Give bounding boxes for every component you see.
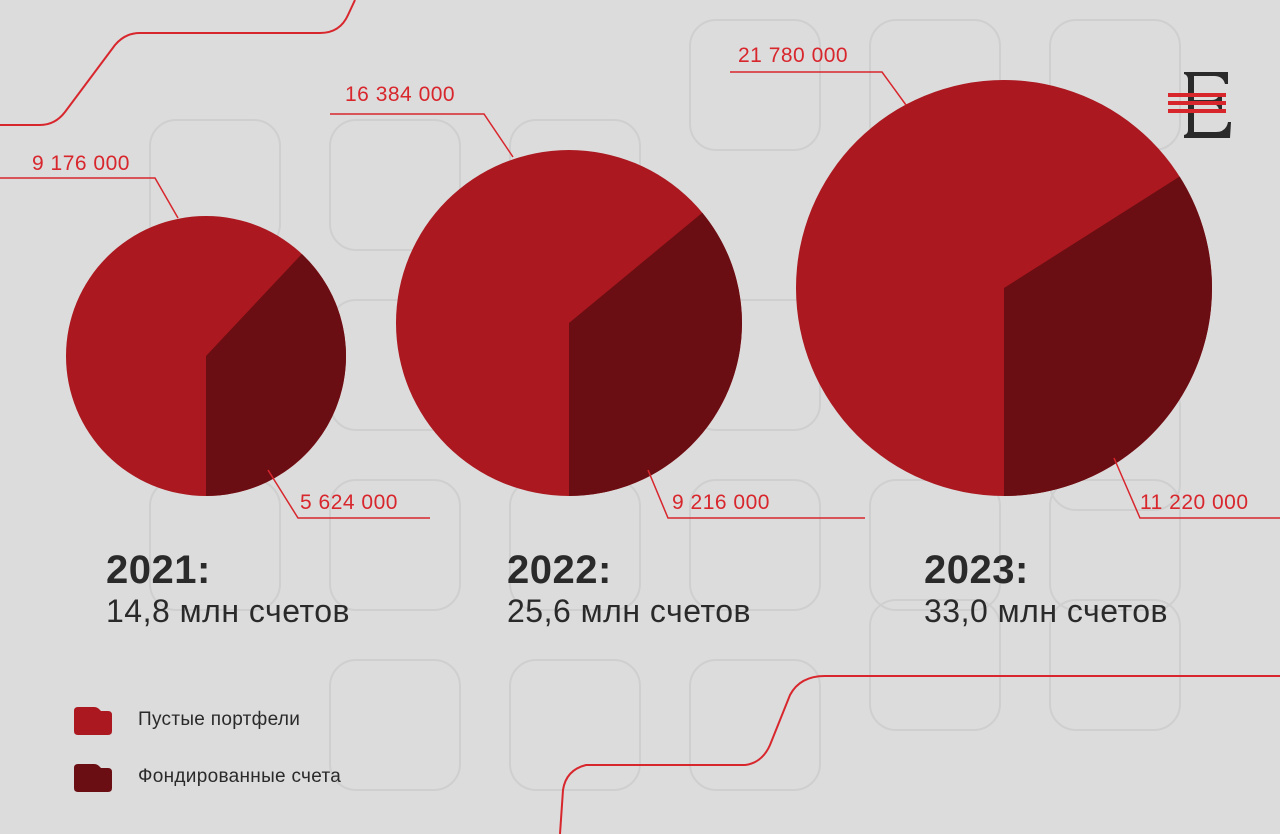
pattern-tile	[329, 659, 461, 791]
pie-slice-funded-2	[569, 212, 742, 496]
year-block-2021: 2021: 14,8 млн счетов	[106, 548, 350, 630]
legend-label-funded: Фондированные счета	[138, 766, 342, 787]
leader-line	[1113, 457, 1280, 519]
year-total: 33,0 млн счетов	[924, 593, 1169, 629]
pie-charts	[66, 80, 1212, 496]
leader-line	[0, 177, 179, 219]
pattern-tile	[1049, 599, 1181, 731]
leader-line	[330, 113, 514, 158]
pattern-tile	[329, 119, 461, 251]
legend-item-funded: Фондированные счета	[74, 759, 341, 795]
brand-logo-icon	[1168, 72, 1231, 138]
value-label: 11 220 000	[1140, 491, 1249, 514]
value-label: 21 780 000	[738, 44, 848, 67]
year-block-2022: 2022: 25,6 млн счетов	[507, 548, 751, 630]
leader-line	[267, 469, 430, 519]
legend-item-empty: Пустые портфели	[74, 702, 300, 738]
value-label: 5 624 000	[300, 491, 398, 514]
pattern-tile	[509, 659, 641, 791]
legend-swatch-funded	[74, 764, 112, 792]
legend-swatch-empty	[74, 707, 112, 735]
value-label: 9 216 000	[672, 491, 770, 514]
decor-line-bottom	[559, 675, 1280, 834]
pie-slice-funded-1	[206, 253, 346, 496]
year-label: 2023:	[924, 548, 1029, 592]
pattern-tile	[689, 19, 821, 151]
legend-label-empty: Пустые портфели	[138, 709, 301, 730]
year-label: 2021:	[106, 548, 211, 592]
leader-line	[647, 469, 865, 519]
value-labels: 9 176 000 5 624 000 16 384 000 9 216 000 21 …	[32, 44, 1249, 514]
leader-lines	[0, 71, 1280, 519]
value-label: 9 176 000	[32, 152, 130, 175]
pattern-tile	[329, 479, 461, 611]
leader-line	[730, 71, 907, 106]
pattern-tile	[689, 659, 821, 791]
year-total: 25,6 млн счетов	[507, 593, 752, 629]
decor-line-top	[0, 0, 356, 126]
pattern-tile	[689, 479, 821, 611]
pie-slice-funded-3	[1004, 176, 1212, 496]
year-label: 2022:	[507, 548, 612, 592]
year-total: 14,8 млн счетов	[106, 593, 351, 629]
value-label: 16 384 000	[345, 83, 455, 106]
year-block-2023: 2023: 33,0 млн счетов	[924, 548, 1168, 630]
pattern-tile	[869, 599, 1001, 731]
pattern-tile	[1049, 479, 1181, 611]
